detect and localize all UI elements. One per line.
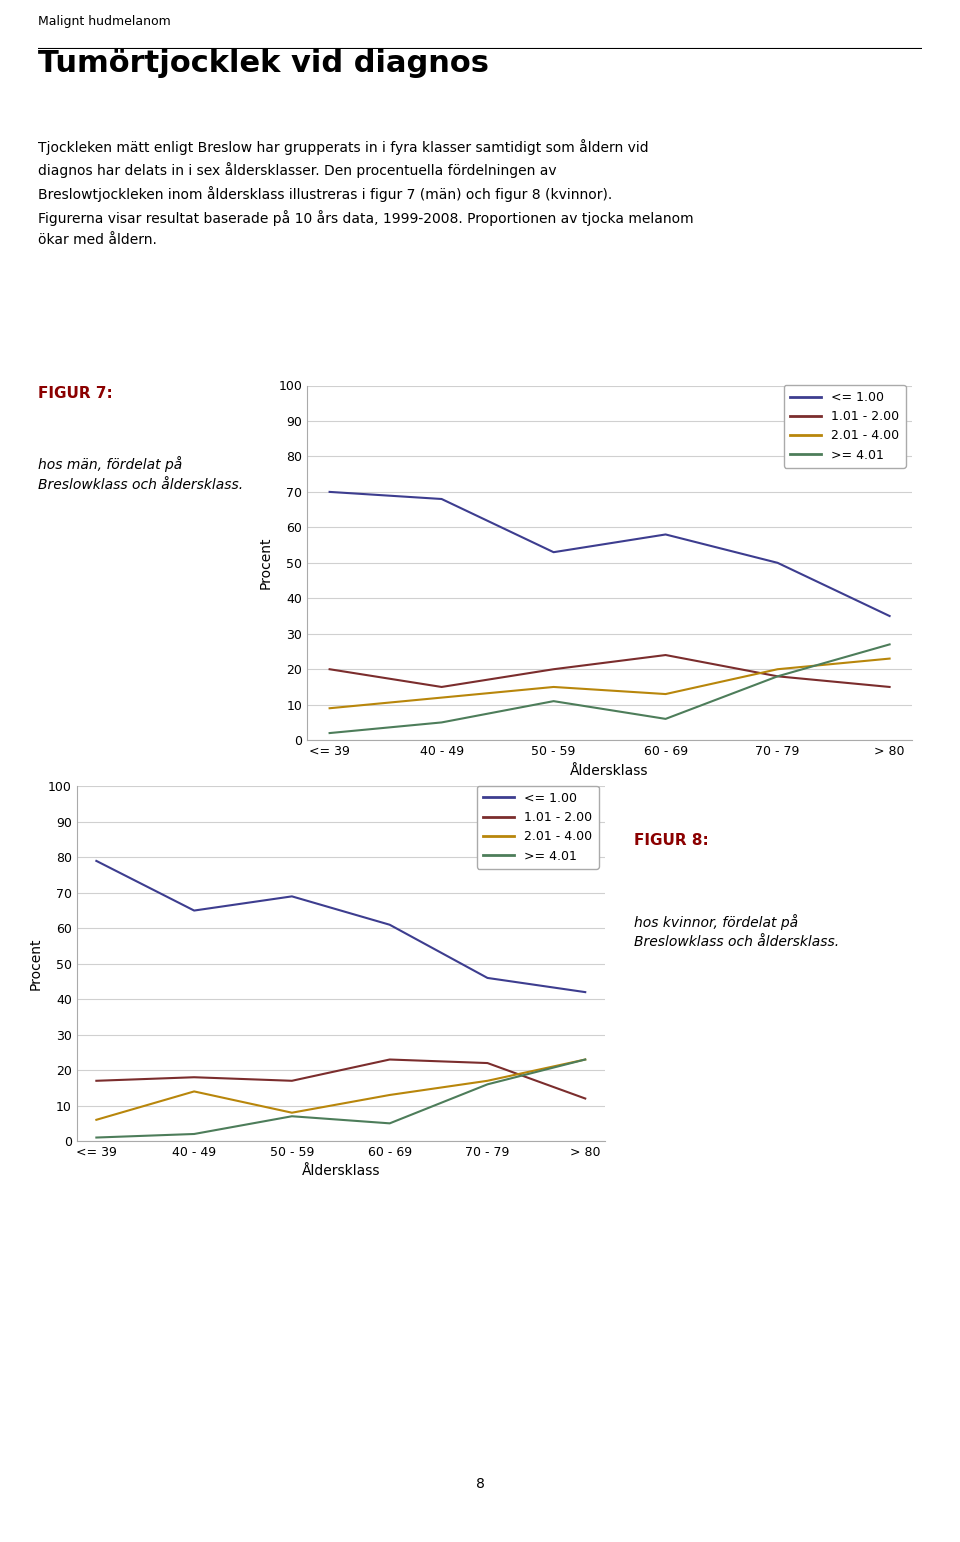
Legend: <= 1.00, 1.01 - 2.00, 2.01 - 4.00, >= 4.01: <= 1.00, 1.01 - 2.00, 2.01 - 4.00, >= 4.… (784, 384, 905, 467)
Legend: <= 1.00, 1.01 - 2.00, 2.01 - 4.00, >= 4.01: <= 1.00, 1.01 - 2.00, 2.01 - 4.00, >= 4.… (477, 785, 598, 868)
Y-axis label: Procent: Procent (259, 537, 273, 589)
X-axis label: Åldersklass: Åldersklass (301, 1164, 380, 1178)
Y-axis label: Procent: Procent (29, 938, 42, 990)
Text: Tjockleken mätt enligt Breslow har grupperats in i fyra klasser samtidigt som ål: Tjockleken mätt enligt Breslow har grupp… (38, 139, 694, 247)
Text: FIGUR 8:: FIGUR 8: (634, 833, 708, 848)
Text: FIGUR 7:: FIGUR 7: (38, 386, 113, 401)
Text: 8: 8 (475, 1477, 485, 1491)
Text: hos män, fördelat på
Breslowklass och åldersklass.: hos män, fördelat på Breslowklass och ål… (38, 456, 244, 492)
Text: Tumörtjocklek vid diagnos: Tumörtjocklek vid diagnos (38, 49, 490, 79)
Text: Malignt hudmelanom: Malignt hudmelanom (38, 15, 171, 28)
X-axis label: Åldersklass: Åldersklass (570, 763, 649, 777)
Text: hos kvinnor, fördelat på
Breslowklass och åldersklass.: hos kvinnor, fördelat på Breslowklass oc… (634, 913, 839, 948)
